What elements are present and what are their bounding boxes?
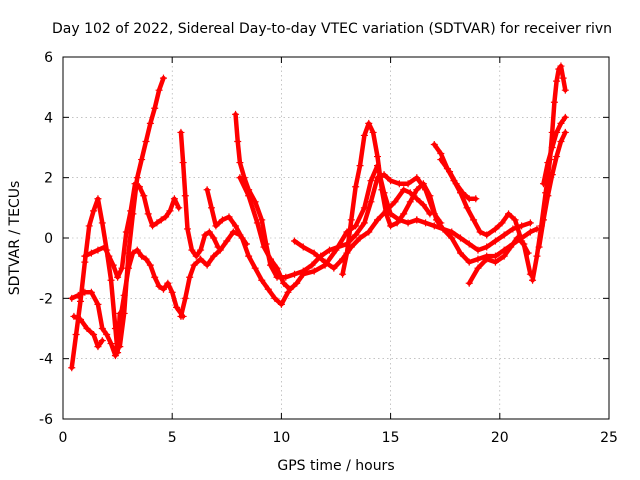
- x-tick-label: 5: [168, 430, 177, 446]
- plus-markers: [116, 74, 167, 351]
- x-tick-label: 20: [491, 430, 509, 446]
- plus-markers: [539, 113, 569, 188]
- series-arc-9: [232, 110, 445, 281]
- y-tick-label: -6: [39, 412, 53, 428]
- series-arc-18: [535, 128, 569, 251]
- y-tick-label: 4: [44, 110, 53, 126]
- plus-markers: [81, 180, 183, 281]
- chart-title: Day 102 of 2022, Sidereal Day-to-day VTE…: [52, 21, 612, 37]
- plus-markers: [177, 128, 222, 260]
- axis-ticks: 0 5 10 15 20 25 -6 -4 -2 0 2 4 6: [39, 50, 618, 446]
- x-tick-label: 0: [59, 430, 68, 446]
- x-tick-label: 15: [382, 430, 400, 446]
- x-tick-label: 10: [272, 430, 290, 446]
- plus-markers: [203, 186, 292, 308]
- series-arc-17: [529, 62, 569, 284]
- y-tick-label: 2: [44, 171, 53, 187]
- plus-markers: [291, 186, 434, 272]
- x-axis-label: GPS time / hours: [277, 458, 394, 474]
- series-band: [204, 187, 291, 307]
- plus-markers: [465, 234, 534, 287]
- x-tick-label: 25: [600, 430, 618, 446]
- y-tick-label: 0: [44, 231, 53, 247]
- y-tick-label: -4: [39, 352, 53, 368]
- plus-markers: [437, 156, 480, 203]
- series-arc-19: [539, 113, 569, 188]
- series-arc-6: [177, 128, 222, 260]
- series-arc-3: [70, 312, 106, 351]
- y-axis-label: SDTVAR / TECUs: [7, 181, 23, 296]
- plus-markers: [70, 312, 106, 351]
- y-tick-label: -2: [39, 291, 53, 307]
- series-band: [340, 121, 533, 277]
- plus-markers: [535, 128, 569, 251]
- series-arc-12: [339, 119, 534, 278]
- data-series: [68, 62, 569, 372]
- y-tick-label: 6: [44, 50, 53, 66]
- series-arc-8: [203, 186, 292, 308]
- series-band: [541, 115, 568, 186]
- series-band: [69, 247, 186, 358]
- series-arc-15: [437, 156, 480, 203]
- series-arc-16: [465, 234, 534, 287]
- series-arc-5: [116, 74, 167, 351]
- plus-markers: [339, 119, 534, 278]
- series-band: [117, 75, 166, 349]
- grid-lines: [63, 57, 609, 419]
